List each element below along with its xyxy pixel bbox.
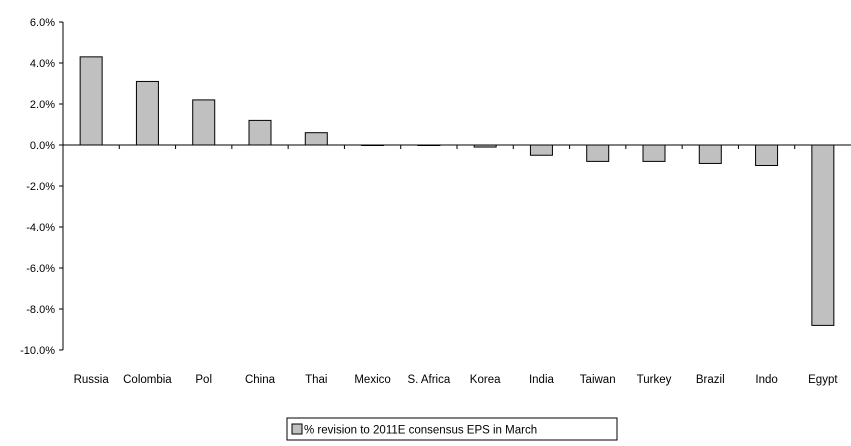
y-axis: 6.0% 4.0% 2.0% 0.0% -2.0% -4.0% -6.0% -8.0% -10.… xyxy=(20,17,64,357)
bar-brazil xyxy=(698,144,722,164)
category-label: Egypt xyxy=(808,374,838,386)
bars xyxy=(79,56,835,326)
category-label: Pol xyxy=(195,374,212,386)
bar-taiwan xyxy=(586,144,610,162)
bar-indo xyxy=(755,144,779,166)
bar-colombia xyxy=(135,80,159,146)
category-label: Thai xyxy=(305,374,327,386)
category-label: Brazil xyxy=(696,374,725,386)
y-tick-label: 0.0% xyxy=(30,140,55,152)
y-tick-label: 4.0% xyxy=(30,58,55,70)
bar-egypt xyxy=(811,144,835,326)
bar-india xyxy=(529,144,553,156)
category-label: Korea xyxy=(470,374,501,386)
category-label: China xyxy=(245,374,276,386)
category-label: Indo xyxy=(755,374,777,386)
category-label: Russia xyxy=(74,374,110,386)
category-label: S. Africa xyxy=(407,374,450,386)
y-tick-label: -6.0% xyxy=(26,263,55,275)
x-axis xyxy=(63,144,851,149)
legend-swatch xyxy=(291,423,303,435)
bar-china xyxy=(248,119,272,146)
y-tick-label: -10.0% xyxy=(20,345,55,357)
category-label: Turkey xyxy=(637,374,672,386)
legend-label: % revision to 2011E consensus EPS in Mar… xyxy=(304,425,537,437)
category-label: Mexico xyxy=(354,374,390,386)
y-tick-label: 6.0% xyxy=(30,17,55,29)
legend-box xyxy=(286,417,618,441)
bar-russia xyxy=(79,56,103,146)
bar-turkey xyxy=(642,144,666,162)
category-label: Taiwan xyxy=(580,374,616,386)
bar-pol xyxy=(192,99,216,146)
y-tick-label: -2.0% xyxy=(26,181,55,193)
bar-thai xyxy=(304,132,328,146)
y-tick-label: -4.0% xyxy=(26,222,55,234)
y-tick-label: 2.0% xyxy=(30,99,55,111)
legend: % revision to 2011E consensus EPS in Mar… xyxy=(286,417,618,441)
category-labels: Russia Colombia Pol China Thai Mexico S. Afric… xyxy=(74,374,839,386)
category-label: India xyxy=(529,374,555,386)
category-label: Colombia xyxy=(123,374,172,386)
y-tick-label: -8.0% xyxy=(26,304,55,316)
